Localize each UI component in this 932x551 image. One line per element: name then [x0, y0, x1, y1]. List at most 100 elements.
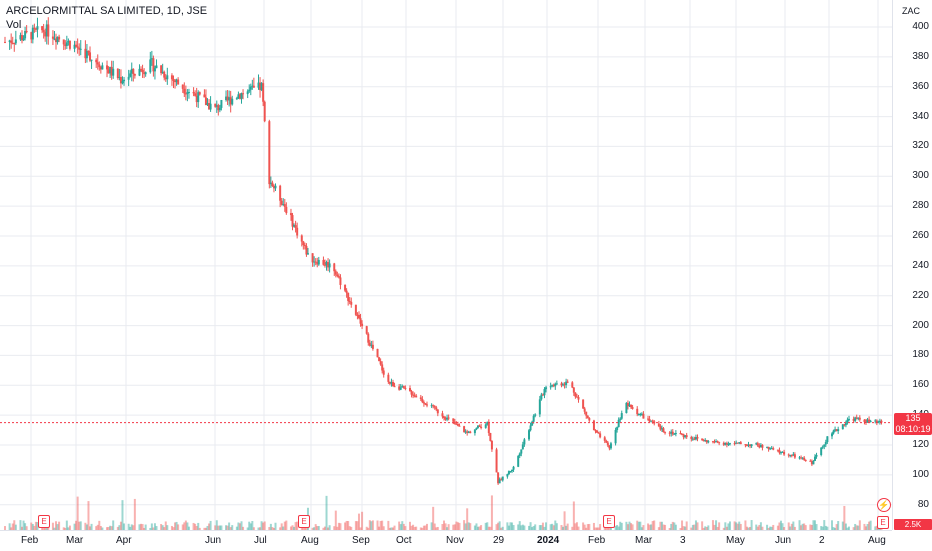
- volume-bar: [620, 522, 623, 530]
- volume-bar: [170, 525, 173, 530]
- candle-body: [745, 445, 748, 447]
- volume-bar: [323, 526, 326, 530]
- candle-body: [452, 418, 455, 422]
- candle-body: [187, 91, 190, 93]
- candle-body: [116, 68, 119, 79]
- candle-body: [821, 446, 824, 448]
- volume-bar: [271, 527, 274, 530]
- volume-bar: [512, 525, 515, 530]
- candle-body: [155, 65, 158, 69]
- candle-body: [738, 442, 741, 444]
- candle-body: [354, 304, 357, 315]
- earnings-marker[interactable]: E: [298, 515, 310, 528]
- volume-bar: [575, 522, 578, 530]
- volume-bar: [749, 526, 752, 530]
- candle-body: [248, 89, 251, 92]
- earnings-marker[interactable]: E: [877, 516, 889, 529]
- volume-bar: [289, 526, 292, 530]
- volume-bar: [390, 527, 393, 530]
- volume-bar: [837, 521, 840, 530]
- volume-bar: [161, 525, 164, 530]
- candle-body: [313, 261, 316, 263]
- volume-bar: [868, 521, 871, 530]
- candle-body: [195, 95, 198, 103]
- volume-bar: [208, 523, 211, 530]
- candle-body: [572, 387, 575, 393]
- candle-body: [790, 455, 793, 457]
- volume-bar: [217, 525, 220, 530]
- volume-bar: [325, 495, 328, 530]
- volume-bar: [747, 527, 750, 530]
- volume-bar: [34, 521, 37, 530]
- candle-body: [592, 420, 595, 431]
- currency-label[interactable]: ZAC: [902, 6, 920, 16]
- volume-bar: [415, 526, 418, 530]
- candle-body: [127, 76, 130, 80]
- volume-bar: [783, 527, 786, 530]
- earnings-marker[interactable]: E: [38, 515, 50, 528]
- candle-body: [293, 225, 296, 227]
- volume-bar: [242, 526, 245, 530]
- volume-bar: [78, 521, 81, 530]
- volume-bar: [194, 523, 197, 530]
- volume-bar: [246, 527, 249, 530]
- volume-bar: [790, 523, 793, 530]
- candle-body: [701, 438, 704, 441]
- volume-bar: [238, 523, 241, 530]
- volume-bar: [163, 527, 166, 530]
- candle-body: [42, 30, 45, 32]
- volume-bar: [812, 520, 815, 530]
- time-axis[interactable]: Feb Mar Apr Jun Jul Aug Sep Oct Nov 29 2024 Feb Mar 3…: [0, 530, 892, 551]
- volume-bar: [344, 522, 347, 530]
- volume-bar: [432, 506, 435, 530]
- volume-bar: [293, 526, 296, 530]
- candle-body: [302, 241, 305, 246]
- candle-body: [289, 213, 292, 216]
- volume-bar: [260, 521, 263, 530]
- volume-bar: [370, 521, 373, 530]
- candle-body: [95, 59, 98, 63]
- candle-body: [727, 443, 730, 445]
- candle-body: [170, 75, 173, 80]
- price-axis[interactable]: ZAC 400 380 360 340 320 300 280 260 240 220 200 180…: [892, 0, 932, 530]
- volume-bar: [529, 522, 532, 530]
- volume-bar: [399, 524, 402, 530]
- candle-body: [215, 105, 218, 107]
- price-tick-label: 240: [912, 259, 929, 271]
- candle-body: [285, 206, 288, 214]
- volume-bar: [534, 524, 537, 530]
- candle-body: [99, 67, 102, 70]
- candle-body: [826, 436, 829, 443]
- candle-body: [718, 442, 721, 444]
- volume-bar: [36, 522, 39, 530]
- earnings-marker[interactable]: E: [603, 515, 615, 528]
- volume-bar: [500, 527, 503, 530]
- candle-body: [36, 26, 39, 30]
- volume-bar: [545, 522, 548, 530]
- candle-body: [674, 433, 677, 435]
- volume-bar: [456, 522, 459, 530]
- candle-body: [118, 77, 121, 79]
- candle-body: [809, 460, 812, 462]
- candle-body: [391, 382, 394, 387]
- candle-body: [252, 85, 255, 88]
- volume-bar: [109, 525, 112, 530]
- volume-bar: [367, 527, 370, 530]
- price-chart[interactable]: ARCELORMITTAL SA LIMITED, 1D, JSE Vol E …: [0, 0, 892, 530]
- candle-body: [880, 420, 883, 423]
- volume-bar: [596, 527, 599, 530]
- volume-bar: [651, 521, 654, 530]
- volume-bar: [98, 520, 101, 530]
- candle-body: [79, 48, 82, 50]
- volume-bar: [51, 522, 54, 530]
- volume-bar: [770, 526, 773, 530]
- candle-body: [25, 30, 28, 33]
- candle-body: [317, 259, 320, 265]
- volume-bar: [436, 526, 439, 530]
- candle-body: [305, 245, 308, 255]
- flash-icon[interactable]: ⚡: [877, 498, 891, 512]
- plot-area[interactable]: [0, 0, 892, 530]
- candle-body: [801, 457, 804, 459]
- candle-body: [13, 43, 16, 45]
- volume-bar: [408, 521, 411, 530]
